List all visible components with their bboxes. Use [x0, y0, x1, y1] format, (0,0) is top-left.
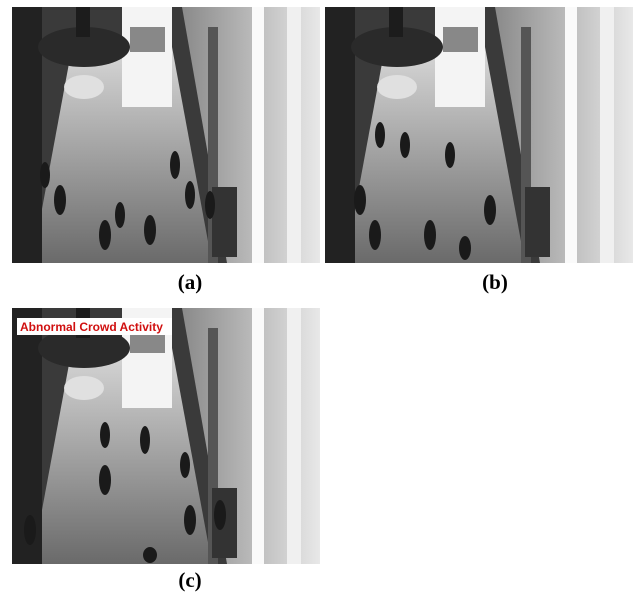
figure: Abnormal Crowd Activity (a) (b) (c): [0, 0, 634, 596]
panel-b: [325, 7, 633, 263]
caption: (b): [482, 270, 508, 294]
page: Abnormal Crowd Activity (a) (b) (c) (() …: [0, 0, 634, 596]
caption: (a): [178, 270, 203, 294]
caption: (c): [178, 568, 201, 592]
overlay-text: Abnormal Crowd Activity: [20, 320, 163, 334]
panel-c: Abnormal Crowd Activity: [12, 308, 320, 564]
panel-a: [12, 7, 320, 263]
